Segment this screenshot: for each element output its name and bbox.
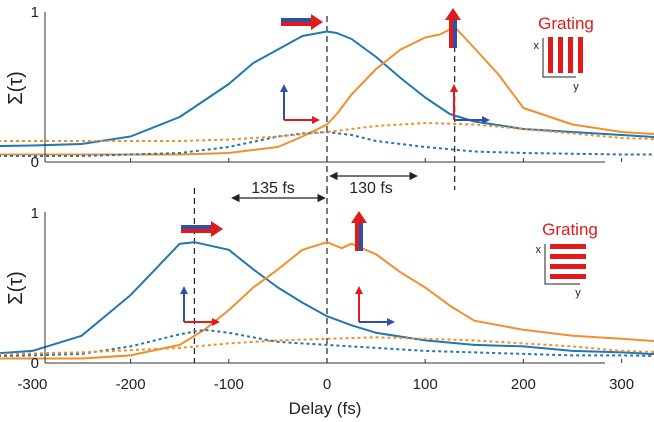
bottom-vlines (193, 188, 328, 363)
x-tick-label: 300 (609, 376, 634, 393)
bottom-axes-icon-right (355, 286, 395, 326)
bottom-series-orange-solid (0, 241, 654, 360)
bottom-axes-icon-left (180, 286, 220, 326)
bottom-series (0, 241, 654, 360)
x-ticks: -300 -200 -100 0 100 200 300 (17, 158, 634, 393)
x-axis-label: Delay (fs) (289, 399, 362, 418)
bottom-series-blue-solid (0, 241, 654, 356)
x-tick-label: -100 (214, 376, 244, 393)
top-axes-icon-left (280, 84, 320, 124)
x-tick-label: 0 (323, 376, 331, 393)
bottom-y-label: Σ(τ) (5, 271, 27, 305)
bottom-series-orange-dotted (0, 336, 654, 356)
top-ytick-1: 1 (31, 4, 39, 21)
bottom-grating-label: Grating (542, 220, 598, 239)
bottom-ytick-1: 1 (31, 205, 39, 222)
bottom-panel: 1 0 Σ(τ) -300 -200 -100 0 100 200 300 Delay (f… (0, 158, 654, 418)
top-series (0, 26, 654, 157)
bottom-arrow-pair-blue-peak (181, 221, 223, 237)
bottom-ytick-0: 0 (31, 355, 39, 372)
top-arrow-pair-blue-peak (281, 14, 323, 30)
bottom-grating-inset: Grating x y (536, 220, 598, 299)
top-axes-icon-right (450, 84, 490, 124)
top-grating-label: Grating (538, 14, 594, 33)
top-series-orange-solid (0, 26, 654, 156)
annotation-130-label: 130 fs (349, 180, 393, 197)
bottom-grating-y: y (575, 287, 581, 299)
x-tick-label: 200 (511, 376, 536, 393)
top-grating-y: y (573, 81, 579, 93)
annotation-135-label: 135 fs (251, 180, 295, 197)
top-grating-inset: Grating x y (534, 14, 594, 93)
top-series-blue-solid (0, 30, 654, 148)
top-arrow-pair-orange-peak (445, 8, 461, 48)
x-tick-label: -300 (17, 376, 47, 393)
top-ytick-0: 0 (31, 154, 39, 171)
top-grating-x: x (534, 40, 540, 52)
x-tick-label: -200 (116, 376, 146, 393)
bottom-series-blue-dotted (0, 328, 654, 357)
top-y-label: Σ(τ) (5, 71, 27, 105)
top-series-blue-dotted (0, 131, 654, 157)
top-panel: 1 0 Σ(τ) Grating (0, 4, 654, 190)
delay-annotations: 130 fs 135 fs (231, 171, 418, 203)
bottom-arrow-pair-orange-peak (351, 211, 367, 251)
top-series-orange-dotted (0, 122, 654, 142)
x-tick-label: 100 (413, 376, 438, 393)
bottom-grating-x: x (536, 244, 542, 256)
